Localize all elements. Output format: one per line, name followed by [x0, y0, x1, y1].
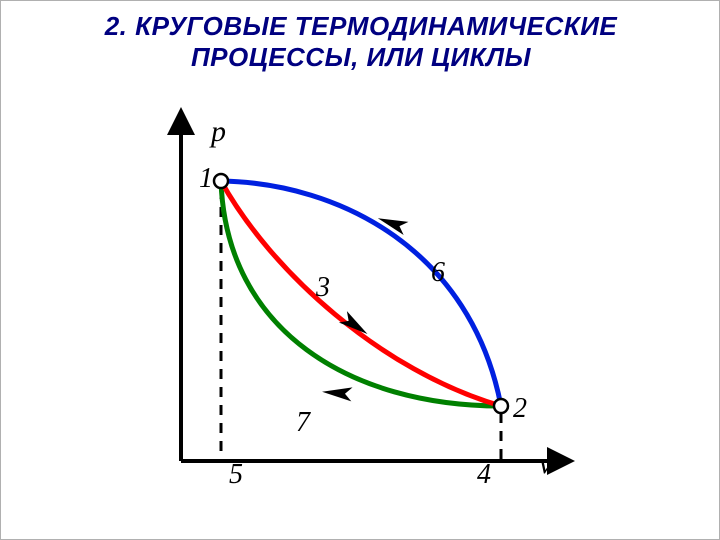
- label-7: 7: [296, 407, 311, 438]
- arrow-middle: [339, 311, 372, 340]
- arrow-lower: [321, 385, 352, 402]
- label-6: 6: [431, 257, 445, 288]
- title-line-1: 2. КРУГОВЫЕ ТЕРМОДИНАМИЧЕСКИЕ: [105, 11, 618, 41]
- label-5: 5: [229, 459, 243, 490]
- y-axis-label: p: [209, 115, 226, 148]
- title-line-2: ПРОЦЕССЫ, ИЛИ ЦИКЛЫ: [191, 42, 531, 72]
- curve-upper: [221, 181, 501, 406]
- x-axis-label: v: [539, 447, 553, 480]
- page: 2. КРУГОВЫЕ ТЕРМОДИНАМИЧЕСКИЕ ПРОЦЕССЫ, …: [0, 0, 720, 540]
- label-1: 1: [199, 163, 213, 194]
- chart: p v 1 2 3 6 7 5 4: [121, 101, 601, 501]
- label-3: 3: [315, 272, 330, 303]
- page-title: 2. КРУГОВЫЕ ТЕРМОДИНАМИЧЕСКИЕ ПРОЦЕССЫ, …: [1, 11, 720, 73]
- chart-svg: p v 1 2 3 6 7 5 4: [121, 101, 601, 501]
- label-4: 4: [477, 459, 491, 490]
- label-2: 2: [513, 393, 527, 424]
